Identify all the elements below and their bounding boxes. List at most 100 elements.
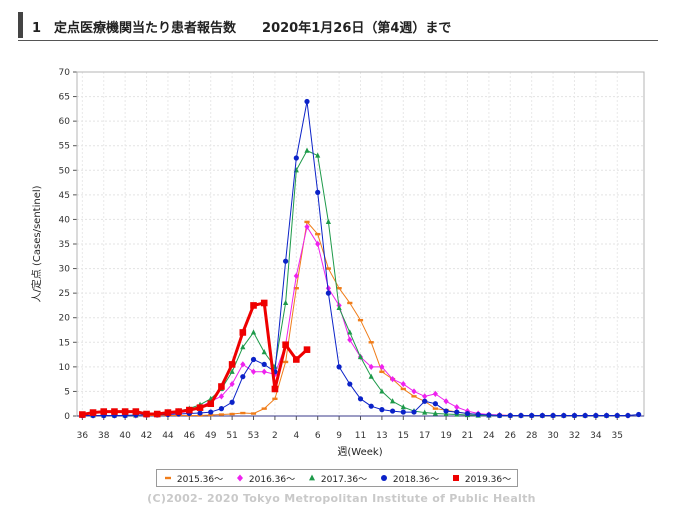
data-point bbox=[379, 388, 385, 394]
x-tick-label: 19 bbox=[440, 431, 452, 441]
x-axis-label: 週(Week) bbox=[337, 446, 382, 458]
data-point bbox=[250, 412, 257, 415]
series-line bbox=[82, 150, 618, 417]
y-tick-label: 40 bbox=[59, 215, 71, 225]
data-point bbox=[293, 272, 299, 280]
data-point bbox=[250, 356, 257, 363]
data-point bbox=[347, 381, 353, 387]
data-point bbox=[411, 388, 417, 395]
x-tick-label: 46 bbox=[184, 431, 196, 441]
data-point bbox=[111, 408, 118, 415]
data-point bbox=[486, 412, 492, 418]
data-point bbox=[347, 329, 353, 335]
data-point bbox=[432, 407, 438, 410]
y-tick-label: 15 bbox=[59, 338, 70, 348]
data-point bbox=[368, 403, 374, 409]
data-point bbox=[261, 407, 267, 410]
data-point bbox=[303, 346, 311, 353]
data-point bbox=[368, 341, 374, 344]
data-point bbox=[518, 412, 524, 419]
data-point bbox=[380, 475, 387, 481]
data-point bbox=[347, 336, 353, 343]
x-tick-label: 2 bbox=[272, 431, 278, 441]
legend-swatch-icon bbox=[164, 476, 171, 480]
data-point bbox=[379, 363, 385, 370]
legend-item: 2017.36〜 bbox=[307, 472, 367, 485]
data-point bbox=[496, 412, 503, 419]
y-tick-label: 10 bbox=[59, 363, 71, 373]
data-point bbox=[315, 232, 321, 236]
data-point bbox=[400, 404, 406, 410]
data-point bbox=[389, 376, 396, 383]
data-point bbox=[336, 304, 342, 310]
data-point bbox=[100, 408, 108, 415]
data-point bbox=[260, 299, 268, 307]
data-point bbox=[325, 267, 332, 270]
grid-lines bbox=[77, 71, 644, 417]
data-point bbox=[432, 410, 438, 416]
data-point bbox=[336, 287, 342, 290]
x-tick-label: 24 bbox=[483, 431, 495, 441]
series-201836 bbox=[79, 98, 642, 419]
x-tick-label: 28 bbox=[526, 431, 538, 441]
x-tick-label: 53 bbox=[248, 431, 259, 441]
data-point bbox=[315, 152, 321, 158]
data-point bbox=[454, 409, 460, 415]
data-point bbox=[197, 410, 203, 416]
x-tick-label: 4 bbox=[293, 431, 299, 441]
data-point bbox=[240, 411, 246, 415]
data-point bbox=[207, 400, 215, 408]
data-point bbox=[304, 223, 310, 230]
x-tick-label: 38 bbox=[98, 431, 110, 441]
x-tick-label: 34 bbox=[590, 431, 602, 441]
data-point bbox=[614, 412, 620, 419]
data-point bbox=[454, 404, 460, 411]
copyright-footer: (C)2002- 2020 Tokyo Metropolitan Institu… bbox=[147, 492, 536, 505]
data-point bbox=[272, 397, 278, 400]
x-tick-label: 17 bbox=[419, 431, 430, 441]
data-point bbox=[571, 412, 578, 419]
data-point bbox=[304, 98, 310, 105]
data-point bbox=[218, 406, 225, 412]
data-point bbox=[304, 147, 310, 153]
y-tick-label: 25 bbox=[59, 289, 70, 299]
data-point bbox=[379, 407, 385, 413]
data-point bbox=[229, 412, 235, 416]
data-point bbox=[389, 398, 396, 404]
page-title: 1 定点医療機関当たり患者報告数 2020年1月26日（第4週）まで bbox=[32, 21, 452, 36]
data-point bbox=[389, 408, 396, 414]
data-point bbox=[164, 476, 171, 480]
data-point bbox=[239, 329, 247, 336]
series-201636 bbox=[79, 223, 631, 419]
legend-item: 2019.36〜 bbox=[451, 472, 511, 485]
data-point bbox=[336, 364, 342, 370]
x-tick-label: 6 bbox=[315, 431, 321, 441]
x-tick-label: 11 bbox=[355, 431, 366, 441]
x-tick-label: 32 bbox=[569, 431, 580, 441]
data-point bbox=[218, 393, 225, 400]
data-point bbox=[422, 398, 428, 404]
data-point bbox=[228, 361, 236, 368]
data-point bbox=[625, 412, 631, 419]
data-point bbox=[236, 474, 243, 482]
data-point bbox=[293, 287, 299, 290]
data-point bbox=[357, 318, 364, 322]
data-point bbox=[143, 410, 150, 418]
series-201736 bbox=[79, 147, 620, 418]
data-point bbox=[250, 302, 257, 309]
data-point bbox=[271, 385, 279, 393]
legend-label: 2015.36〜 bbox=[176, 474, 224, 485]
data-point bbox=[550, 412, 556, 419]
data-point bbox=[304, 220, 310, 224]
data-point bbox=[240, 344, 246, 350]
data-point bbox=[432, 401, 438, 407]
data-point bbox=[250, 368, 257, 375]
data-point bbox=[400, 380, 406, 388]
legend-label: 2016.36〜 bbox=[248, 474, 296, 485]
data-point bbox=[175, 408, 182, 415]
legend-item: 2018.36〜 bbox=[379, 472, 439, 485]
data-point bbox=[240, 374, 246, 380]
x-tick-label: 15 bbox=[398, 431, 409, 441]
page-header: 1 定点医療機関当たり患者報告数 2020年1月26日（第4週）まで bbox=[18, 10, 658, 41]
